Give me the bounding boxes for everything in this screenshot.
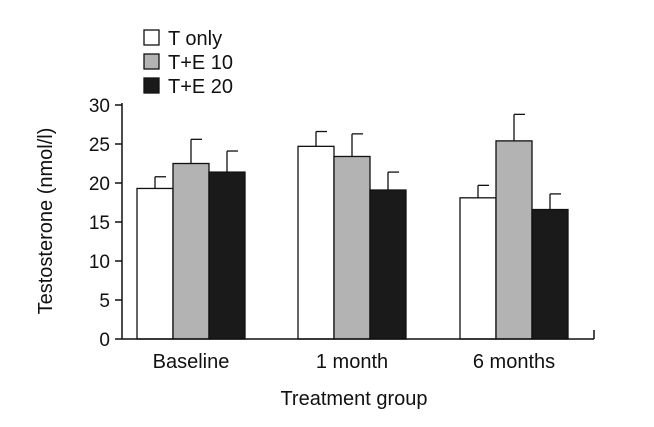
legend-swatch [143,77,160,94]
legend-swatch [143,53,160,70]
x-tick-labels: Baseline 1 month 6 months [153,351,555,373]
y-ticks: 0 5 10 15 20 25 30 [89,96,122,351]
x-tick-label: 6 months [473,351,555,373]
bars-group [136,113,569,340]
bar-t-e-10-1-month [333,155,371,340]
y-tick-label: 30 [89,96,110,117]
legend-label: T only [168,28,222,50]
x-axis-title: Treatment group [280,388,427,410]
bar-t-e-20-baseline [208,171,246,340]
x-tick-label: Baseline [153,351,230,373]
legend-label: T+E 10 [168,52,233,74]
bar-t-e-20-1-month [369,189,407,340]
legend-label: T+E 20 [168,76,233,98]
bar-t-e-10-6-months [495,140,533,340]
y-tick-label: 5 [99,291,110,312]
bar-t-e-20-6-months [531,208,569,340]
y-axis-title: Testosterone (nmol/l) [35,128,57,315]
y-tick-label: 0 [99,330,110,351]
bar-t-only-baseline [136,187,174,340]
legend-swatch [143,29,160,46]
y-tick-label: 25 [89,135,110,156]
bar-t-e-10-baseline [172,162,210,340]
bar-t-only-6-months [459,197,497,340]
bar-t-only-1-month [297,145,335,340]
y-tick-label: 15 [89,213,110,234]
y-tick-label: 20 [89,174,110,195]
y-tick-label: 10 [89,252,110,273]
x-tick-label: 1 month [316,351,388,373]
